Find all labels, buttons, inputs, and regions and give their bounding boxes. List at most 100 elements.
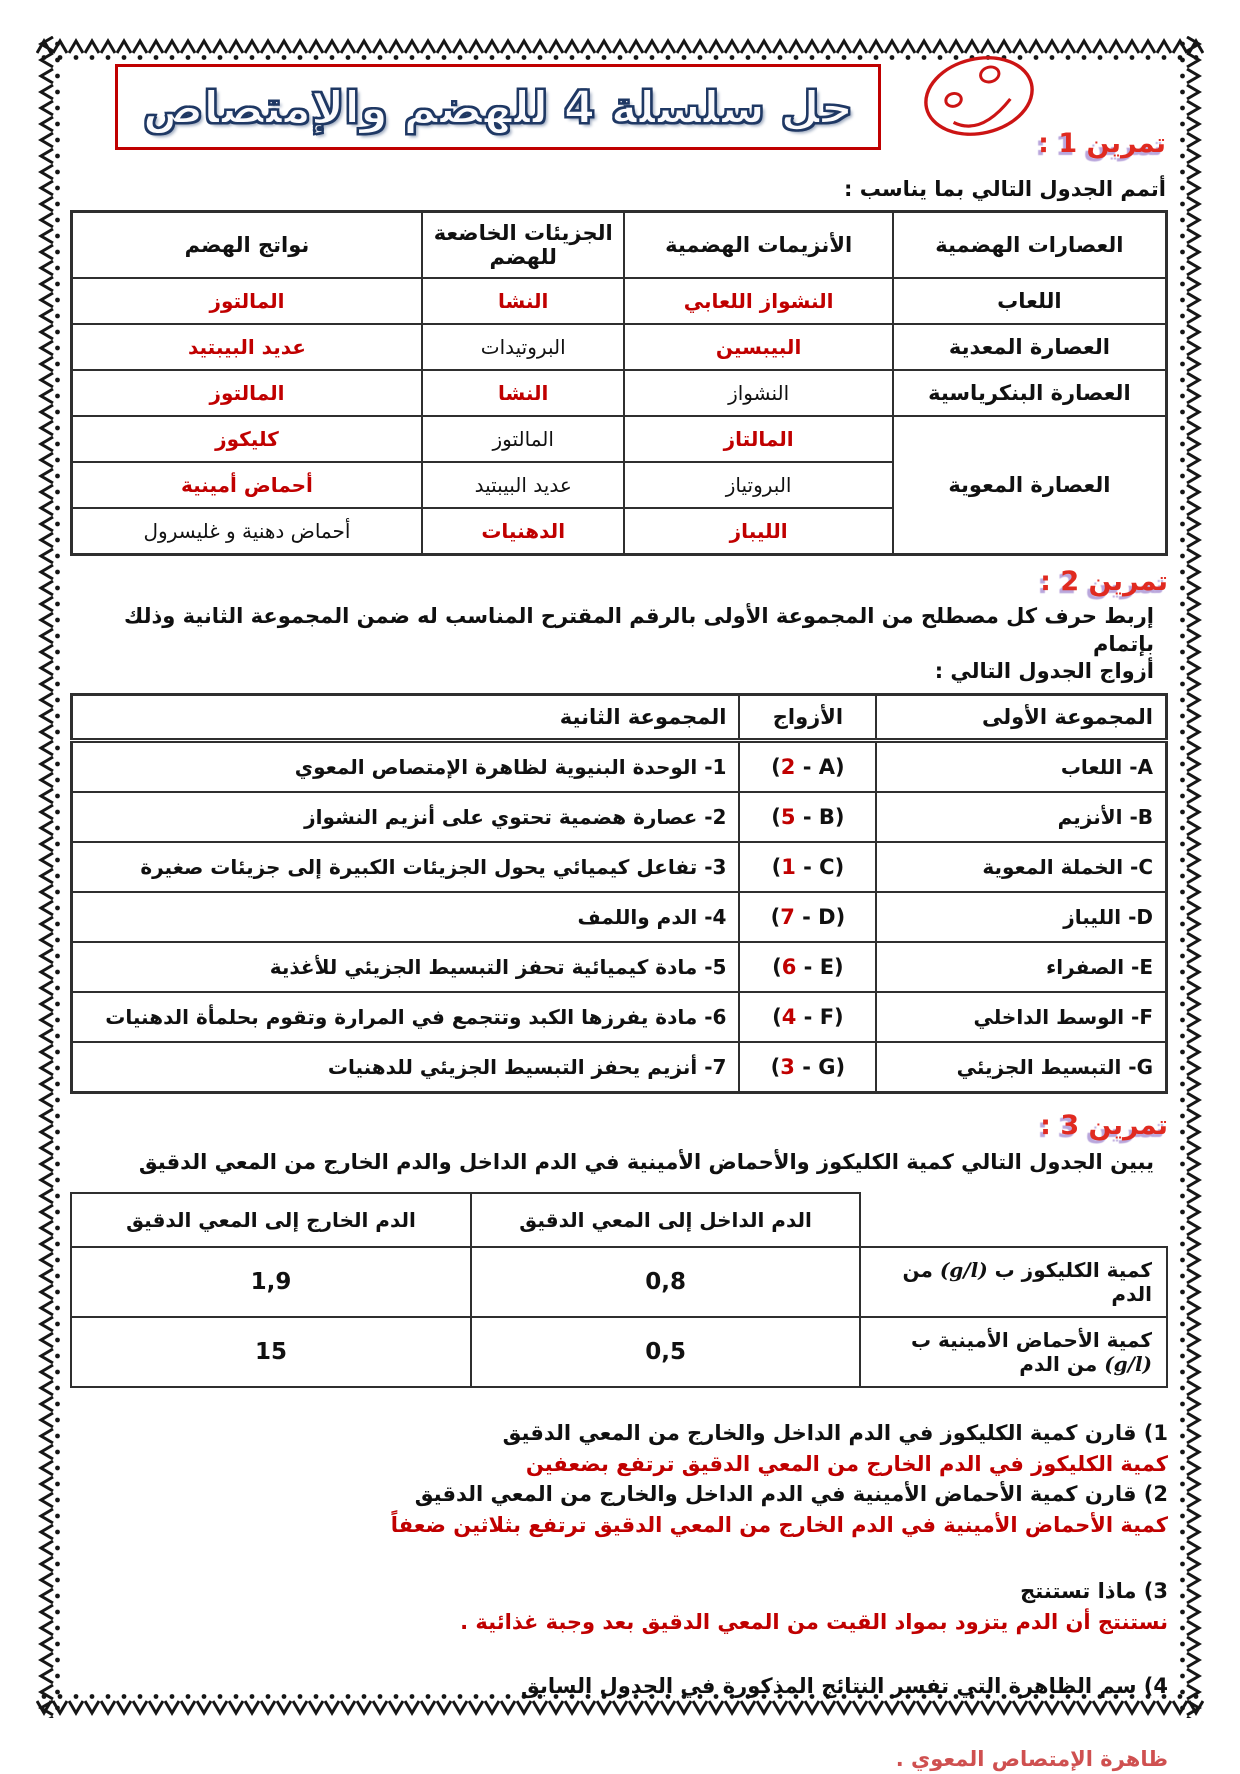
cell-enzyme: الليباز: [623, 507, 894, 556]
exercise2-intro-line1: إربط حرف كل مصطلح من المجموعة الأولى بال…: [124, 604, 1154, 656]
pair-letter: E: [819, 955, 835, 980]
cell-row-label: كمية الكليكوز ب (g/l) من الدم: [859, 1246, 1168, 1319]
cell-empty-header: [860, 1193, 1167, 1247]
question-2: 2) قارن كمية الأحماض الأمينية في الدم ال…: [414, 1482, 1168, 1507]
col-header-products: نواتج الهضم: [70, 210, 423, 280]
cell-group2: 2- عصارة هضمية تحتوي على أنزيم النشواز: [70, 791, 741, 844]
cell-pair: (4 - F): [738, 991, 878, 1044]
table-row: F- الوسط الداخلي (4 - F) 6- مادة يفرزها …: [70, 991, 1168, 1044]
page-header: حل سلسلة 4 للهضم والإمتصاص تمرين 1 :: [70, 56, 1168, 174]
cell-substrate: عديد البيبتيد: [420, 461, 626, 510]
page-border-right: [1178, 36, 1204, 1718]
cell-group1: C- الخملة المعوية: [875, 841, 1168, 894]
page-border-top: [36, 36, 1204, 62]
pair-value: (1 - C): [772, 855, 845, 879]
cell-enzyme: المالتاز: [623, 415, 894, 464]
col-header-blood-in: الدم الداخل إلى المعي الدقيق: [470, 1192, 862, 1249]
answer-4: ظاهرة الإمتصاص المعوي .: [895, 1746, 1168, 1771]
pair-open: (: [772, 955, 782, 980]
cell-group2: 1- الوحدة البنيوية لظاهرة الإمتصاص المعو…: [70, 739, 741, 794]
pair-sep: -: [796, 955, 820, 980]
pair-sep: -: [795, 855, 820, 880]
col-header-juices: العصارات الهضمية: [891, 210, 1168, 280]
exercise1-label: تمرين 1 :: [1038, 128, 1166, 159]
title-box: حل سلسلة 4 للهضم والإمتصاص: [115, 64, 881, 150]
pair-open: (: [770, 905, 781, 930]
row-label-text: من الدم: [1019, 1352, 1098, 1377]
pair-close: ): [835, 905, 846, 930]
exercise1-table: العصارات الهضمية الأنزيمات الهضمية الجزي…: [70, 210, 1168, 557]
row-label-text: من الدم: [902, 1258, 1152, 1307]
table-row: A- اللعاب (2 - A) 1- الوحدة البنيوية لظا…: [70, 739, 1168, 794]
col-header-group2: المجموعة الثانية: [70, 693, 741, 744]
cell-substrate: المالتوز: [420, 415, 626, 464]
cell-product: أحماض دهنية و غليسرول: [70, 507, 423, 556]
pair-value: (2 - A): [771, 755, 844, 779]
cell-substrate: الدهنيات: [420, 507, 626, 556]
pair-letter: B: [818, 805, 835, 830]
exercise1-intro: أتمم الجدول التالي بما يناسب :: [844, 177, 1166, 201]
cell-pair: (2 - A): [738, 739, 878, 794]
table-row: D- الليباز (7 - D) 4- الدم واللمف: [70, 891, 1168, 944]
page-border-left: [36, 36, 62, 1718]
cell-enzyme: البروتياز: [623, 461, 894, 510]
table-row: المجموعة الأولى الأزواج المجموعة الثانية: [70, 693, 1168, 744]
exercise3-intro: يبين الجدول التالي كمية الكليكوز والأحما…: [138, 1150, 1154, 1175]
col-header-blood-out: الدم الخارج إلى المعي الدقيق: [69, 1192, 473, 1249]
cell-group2: 5- مادة كيميائية تحفز التبسيط الجزيئي لل…: [70, 941, 741, 994]
exercise2-label: تمرين 2 :: [1040, 566, 1168, 598]
table-row: الدم الداخل إلى المعي الدقيق الدم الخارج…: [69, 1192, 1167, 1249]
pair-open: (: [771, 755, 781, 780]
table-row: اللعاب النشواز اللعابي النشا المالتوز: [70, 277, 1168, 326]
smiley-face-icon: [924, 56, 1034, 136]
cell-group1: G- التبسيط الجزيئي: [875, 1041, 1168, 1094]
pair-number: 1: [781, 855, 796, 880]
unit-gl: (g/l): [1104, 1352, 1152, 1377]
cell-enzyme: النشواز: [623, 369, 894, 418]
pair-open: (: [771, 855, 782, 880]
pair-number: 5: [780, 805, 796, 830]
question-3: 3) ماذا تستنتج: [1020, 1579, 1168, 1604]
cell-product: المالتوز: [70, 369, 423, 418]
cell-value-out: 1,9: [69, 1246, 473, 1319]
pair-value: (4 - F): [772, 1005, 844, 1029]
cell-group2: 6- مادة يفرزها الكبد وتتجمع في المرارة و…: [70, 991, 741, 1044]
table-row: العصارة البنكرياسية النشواز النشا المالت…: [70, 369, 1168, 418]
cell-group1: F- الوسط الداخلي: [875, 991, 1168, 1044]
pair-sep: -: [795, 805, 819, 830]
table-row: البروتياز عديد البيبتيد أحماض أمينية: [70, 461, 1167, 510]
answer-1: كمية الكليكوز في الدم الخارج من المعي ال…: [525, 1451, 1168, 1476]
cell-pair: (6 - E): [738, 941, 878, 994]
cell-product: المالتوز: [70, 277, 423, 326]
cell-value-out: 15: [69, 1316, 473, 1389]
question-1: 1) قارن كمية الكليكوز في الدم الداخل وال…: [502, 1421, 1168, 1446]
pair-value: (7 - D): [771, 905, 846, 929]
pair-close: ): [835, 1055, 846, 1080]
pair-letter: G: [818, 1055, 836, 1080]
pair-letter: D: [818, 905, 836, 930]
row-label-text: كمية الأحماض الأمينية ب: [910, 1328, 1152, 1353]
cell-substrate: البروتيدات: [420, 323, 626, 372]
table-row: B- الأنزيم (5 - B) 2- عصارة هضمية تحتوي …: [70, 791, 1168, 844]
question-4: 4) سم الظاهرة التي تفسر النتائج المذكورة…: [521, 1674, 1168, 1699]
col-header-enzymes: الأنزيمات الهضمية: [623, 210, 894, 280]
pair-sep: -: [795, 755, 819, 780]
cell-pair: (5 - B): [738, 791, 878, 844]
pair-letter: A: [818, 755, 835, 780]
exercise2-table: المجموعة الأولى الأزواج المجموعة الثانية…: [70, 693, 1168, 1095]
table-row: G- التبسيط الجزيئي (3 - G) 7- أنزيم يحفز…: [70, 1041, 1168, 1094]
cell-group1: A- اللعاب: [875, 739, 1168, 794]
pair-close: ): [834, 805, 845, 830]
cell-juice-intestinal: العصارة المعوية: [891, 415, 1168, 556]
pair-open: (: [772, 1005, 782, 1030]
exercise2-intro: إربط حرف كل مصطلح من المجموعة الأولى بال…: [70, 603, 1154, 685]
table-row: كمية الأحماض الأمينية ب (g/l) من الدم 0,…: [69, 1316, 1168, 1389]
cell-pair: (1 - C): [738, 841, 878, 894]
cell-group1: E- الصفراء: [875, 941, 1168, 994]
pair-close: ): [835, 755, 845, 780]
cell-product: كليكوز: [70, 415, 423, 464]
col-header-substrates: الجزيئات الخاضعة للهضم: [420, 210, 626, 280]
pair-sep: -: [794, 905, 819, 930]
cell-value-in: 0,5: [470, 1316, 862, 1389]
